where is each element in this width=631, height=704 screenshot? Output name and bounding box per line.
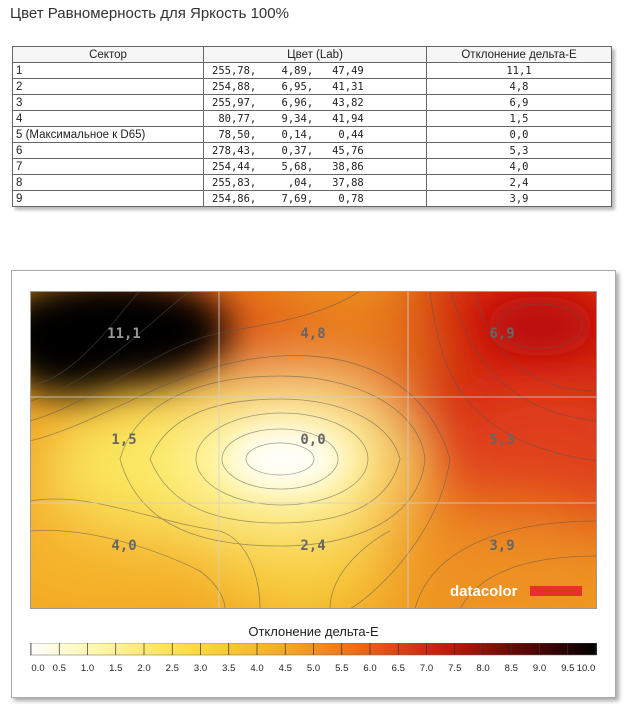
scale-tick-label: 9.0 (533, 663, 546, 674)
cell-lab: 255,83, ,04, 37,88 (203, 174, 427, 191)
scale-tick-marks (30, 643, 597, 655)
table-row: 8 255,83, ,04, 37,88 2,4 (12, 174, 612, 191)
scale-tick-label: 4.5 (279, 663, 292, 674)
scale-tick-label: 3.5 (222, 663, 235, 674)
table-row: 6 278,43, 0,37, 45,76 5,3 (12, 142, 612, 159)
table-row: 9 254,86, 7,69, 0,78 3,9 (12, 190, 612, 207)
scale-tick-labels: 0.0 0.5 1.0 1.5 2.0 2.5 3.0 3.5 4.0 4.5 5.0 5.5 6.0 6… (31, 663, 595, 674)
sector-3-label: 6,9 (489, 326, 514, 342)
sector-1-label: 11,1 (107, 326, 141, 342)
scale-tick-label: 3.0 (194, 663, 207, 674)
cell-sector: 3 (12, 94, 204, 111)
cell-lab: 255,78, 4,89, 47,49 (203, 62, 427, 79)
sector-grid (30, 291, 597, 609)
table-row: 2 254,88, 6,95, 41,31 4,8 (12, 78, 612, 95)
table-row: 4 80,77, 9,34, 41,94 1,5 (12, 110, 612, 127)
cell-lab: 255,97, 6,96, 43,82 (203, 94, 427, 111)
scale-tick-label: 5.0 (307, 663, 320, 674)
scale-tick-label: 5.5 (335, 663, 348, 674)
scale-tick-label: 2.0 (137, 663, 150, 674)
scale-tick-label: 7.5 (448, 663, 461, 674)
cell-sector: 7 (12, 158, 204, 175)
cell-delta-e: 6,9 (426, 94, 612, 111)
cell-delta-e: 4,8 (426, 78, 612, 95)
cell-lab: 254,44, 5,68, 38,86 (203, 158, 427, 175)
table-row: 3 255,97, 6,96, 43,82 6,9 (12, 94, 612, 111)
scale-tick-label: 0.5 (53, 663, 66, 674)
cell-sector: 1 (12, 62, 204, 79)
cell-lab: 278,43, 0,37, 45,76 (203, 142, 427, 159)
scale-tick-label: 6.0 (363, 663, 376, 674)
page-title: Цвет Равномерность для Яркость 100% (10, 5, 289, 22)
cell-sector: 5 (Максимальное к D65) (12, 126, 204, 143)
sector-2-label: 4,8 (300, 326, 325, 342)
datacolor-logo-bar (530, 586, 582, 596)
sector-7-label: 4,0 (111, 538, 136, 554)
table-header-row: Сектор Цвет (Lab) Отклонение дельта-E (12, 46, 612, 63)
cell-sector: 9 (12, 190, 204, 207)
table-row: 7 254,44, 5,68, 38,86 4,0 (12, 158, 612, 175)
scale-tick-label: 6.5 (392, 663, 405, 674)
cell-delta-e: 1,5 (426, 110, 612, 127)
scale-tick-label: 2.5 (166, 663, 179, 674)
header-sector: Сектор (12, 46, 204, 63)
cell-sector: 4 (12, 110, 204, 127)
cell-sector: 6 (12, 142, 204, 159)
sector-4-label: 1,5 (111, 432, 136, 448)
cell-lab: 254,88, 6,95, 41,31 (203, 78, 427, 95)
scale-tick-label: 8.5 (505, 663, 518, 674)
table-row: 5 (Максимальное к D65) 78,50, 0,14, 0,44… (12, 126, 612, 143)
scale-tick-label: 0.0 (31, 663, 44, 674)
uniformity-heatmap: 11,1 4,8 6,9 1,5 0,0 5,3 4,0 2,4 3,9 dat… (30, 291, 597, 609)
cell-delta-e: 2,4 (426, 174, 612, 191)
cell-delta-e: 3,9 (426, 190, 612, 207)
header-delta-e: Отклонение дельта-E (426, 46, 612, 63)
sector-5-label: 0,0 (300, 432, 325, 448)
cell-delta-e: 4,0 (426, 158, 612, 175)
scale-tick-label: 4.0 (250, 663, 263, 674)
contour-lines (30, 291, 597, 609)
datacolor-logo-text: datacolor (450, 583, 518, 600)
legend-title: Отклонение дельта-E (248, 624, 379, 639)
scale-tick-label: 1.5 (109, 663, 122, 674)
scale-tick-label: 10.0 (577, 663, 596, 674)
header-lab: Цвет (Lab) (203, 46, 427, 63)
cell-sector: 2 (12, 78, 204, 95)
scale-tick-label: 7.0 (420, 663, 433, 674)
cell-sector: 8 (12, 174, 204, 191)
cell-delta-e: 11,1 (426, 62, 612, 79)
sector-6-label: 5,3 (489, 432, 514, 448)
cell-delta-e: 0,0 (426, 126, 612, 143)
uniformity-heatmap-panel: 11,1 4,8 6,9 1,5 0,0 5,3 4,0 2,4 3,9 dat… (11, 270, 616, 698)
cell-lab: 80,77, 9,34, 41,94 (203, 110, 427, 127)
scale-tick-label: 8.0 (476, 663, 489, 674)
cell-lab: 254,86, 7,69, 0,78 (203, 190, 427, 207)
table-row: 1 255,78, 4,89, 47,49 11,1 (12, 62, 612, 79)
scale-tick-label: 9.5 (561, 663, 574, 674)
cell-delta-e: 5,3 (426, 142, 612, 159)
heatmap-border (30, 291, 597, 609)
sector-9-label: 3,9 (489, 538, 514, 554)
scale-tick-label: 1.0 (81, 663, 94, 674)
color-scale-legend: 0.0 0.5 1.0 1.5 2.0 2.5 3.0 3.5 4.0 4.5 5.0 5.5 6.0 6… (30, 643, 597, 674)
cell-lab: 78,50, 0,14, 0,44 (203, 126, 427, 143)
sector-8-label: 2,4 (300, 538, 325, 554)
